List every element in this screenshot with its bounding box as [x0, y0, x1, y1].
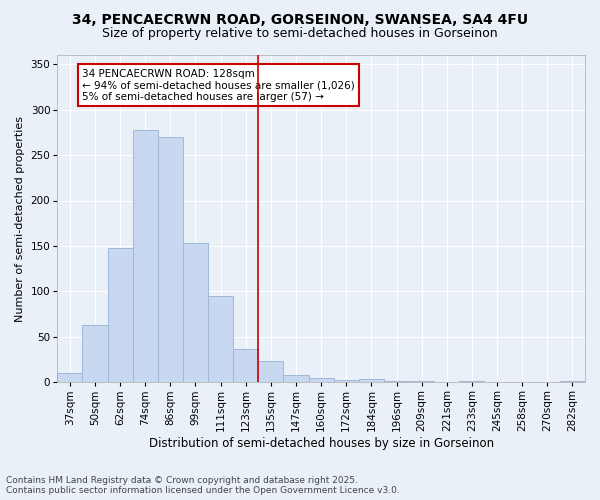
Bar — [460, 380, 484, 382]
Text: Size of property relative to semi-detached houses in Gorseinon: Size of property relative to semi-detach… — [102, 28, 498, 40]
X-axis label: Distribution of semi-detached houses by size in Gorseinon: Distribution of semi-detached houses by … — [149, 437, 494, 450]
Bar — [334, 380, 359, 382]
Bar — [208, 296, 233, 382]
Y-axis label: Number of semi-detached properties: Number of semi-detached properties — [15, 116, 25, 322]
Bar — [308, 378, 334, 382]
Bar — [258, 360, 283, 382]
Text: 34, PENCAECRWN ROAD, GORSEINON, SWANSEA, SA4 4FU: 34, PENCAECRWN ROAD, GORSEINON, SWANSEA,… — [72, 12, 528, 26]
Bar — [560, 380, 585, 382]
Bar — [82, 325, 107, 382]
Bar — [384, 380, 409, 382]
Text: 34 PENCAECRWN ROAD: 128sqm
← 94% of semi-detached houses are smaller (1,026)
5% : 34 PENCAECRWN ROAD: 128sqm ← 94% of semi… — [82, 68, 355, 102]
Bar — [57, 374, 82, 382]
Bar — [107, 248, 133, 382]
Bar — [233, 348, 258, 382]
Bar — [133, 130, 158, 382]
Text: Contains HM Land Registry data © Crown copyright and database right 2025.
Contai: Contains HM Land Registry data © Crown c… — [6, 476, 400, 495]
Bar — [409, 380, 434, 382]
Bar — [359, 378, 384, 382]
Bar — [283, 375, 308, 382]
Bar — [158, 137, 183, 382]
Bar — [183, 243, 208, 382]
